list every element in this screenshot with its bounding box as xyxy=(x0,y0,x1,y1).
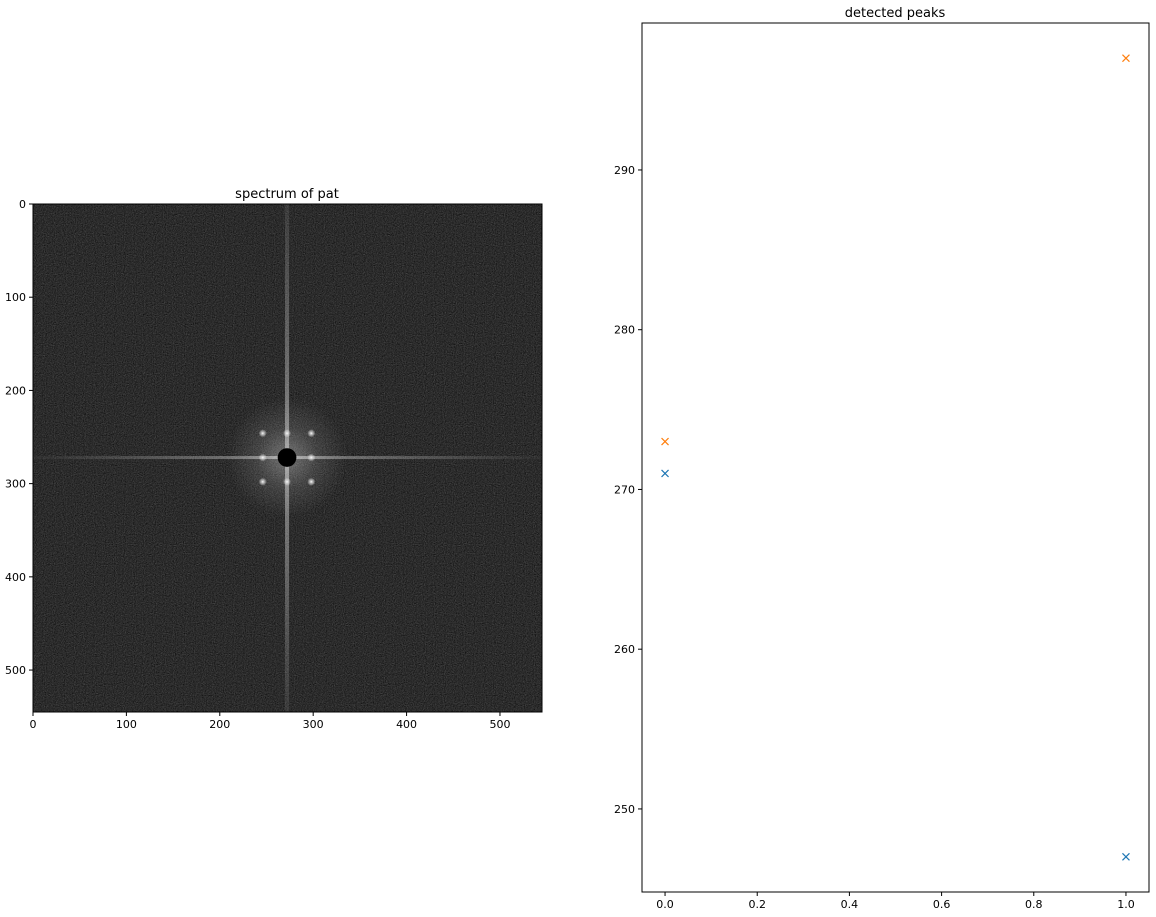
spectrum-y-tick-label: 200 xyxy=(5,384,26,397)
spectrum-x-tick-label: 100 xyxy=(116,718,137,731)
peaks-points xyxy=(661,54,1130,861)
spectrum-x-tick-label: 0 xyxy=(30,718,37,731)
bright-peak xyxy=(307,429,316,438)
peaks-y-tick-label: 280 xyxy=(614,324,635,337)
spectrum-x-tick-label: 500 xyxy=(489,718,510,731)
bright-peak xyxy=(307,453,316,462)
peaks-x-axis: 0.0 0.2 0.4 0.6 0.8 1.0 xyxy=(656,892,1135,911)
peak-marker xyxy=(661,437,669,446)
peaks-frame xyxy=(641,22,1150,893)
spectrum-x-tick-label: 300 xyxy=(303,718,324,731)
peak-marker xyxy=(1122,54,1130,63)
peaks-x-tick-label: 0.4 xyxy=(841,898,859,911)
peaks-y-tick-label: 250 xyxy=(614,803,635,816)
bright-peak xyxy=(283,429,292,438)
peak-marker xyxy=(661,469,669,478)
peaks-x-tick-label: 1.0 xyxy=(1117,898,1135,911)
bright-peaks xyxy=(258,429,316,486)
bright-peak xyxy=(258,429,267,438)
bright-peak xyxy=(258,453,267,462)
spectrum-y-tick-label: 100 xyxy=(5,291,26,304)
masked-center xyxy=(277,448,297,467)
peaks-x-tick-label: 0.6 xyxy=(933,898,951,911)
peaks-x-tick-label: 0.0 xyxy=(656,898,674,911)
peaks-x-tick-label: 0.8 xyxy=(1025,898,1043,911)
spectrum-chart: spectrum of pat xyxy=(5,187,543,731)
spectrum-y-tick-label: 400 xyxy=(5,571,26,584)
spectrum-image xyxy=(33,204,542,712)
bright-peak xyxy=(283,477,292,486)
spectrum-frame xyxy=(32,203,543,713)
spectrum-y-tick-label: 500 xyxy=(5,664,26,677)
bright-peak xyxy=(258,477,267,486)
peaks-y-tick-label: 270 xyxy=(614,483,635,496)
peak-marker xyxy=(1122,852,1130,861)
spectrum-x-tick-label: 200 xyxy=(209,718,230,731)
spectrum-x-axis: 0 100 200 300 400 500 xyxy=(30,712,510,731)
peaks-y-axis: 250 260 270 280 290 xyxy=(614,164,642,816)
peaks-x-tick-label: 0.2 xyxy=(748,898,766,911)
peaks-chart: detected peaks 0.0 0.2 0.4 0.6 0.8 1.0 250 260… xyxy=(614,6,1150,911)
spectrum-y-tick-label: 0 xyxy=(19,198,26,211)
peaks-y-tick-label: 290 xyxy=(614,164,635,177)
spectrum-y-tick-label: 300 xyxy=(5,478,26,491)
peaks-y-tick-label: 260 xyxy=(614,643,635,656)
peaks-title: detected peaks xyxy=(845,6,946,21)
spectrum-x-tick-label: 400 xyxy=(396,718,417,731)
bright-peak xyxy=(307,477,316,486)
spectrum-title: spectrum of pat xyxy=(235,187,339,202)
spectrum-y-axis: 0 100 200 300 400 500 xyxy=(5,198,33,677)
